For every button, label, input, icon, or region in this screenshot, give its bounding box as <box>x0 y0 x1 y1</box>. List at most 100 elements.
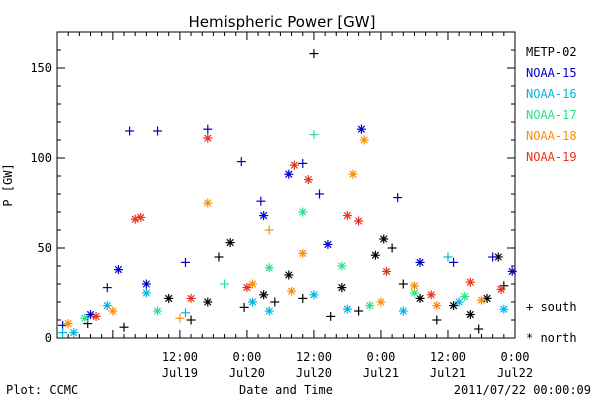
data-point-north <box>153 306 163 316</box>
data-point-south <box>474 324 484 334</box>
data-point-north <box>337 283 347 293</box>
x-tick-date-label: Jul21 <box>430 366 466 380</box>
data-point-north <box>225 238 235 248</box>
data-point-north <box>348 169 358 179</box>
legend-item: NOAA-17 <box>526 108 577 122</box>
data-point-north <box>426 290 436 300</box>
data-point-north <box>259 211 269 221</box>
y-tick-label: 100 <box>30 151 52 165</box>
data-point-south <box>220 279 230 289</box>
data-point-south <box>180 308 190 318</box>
data-point-south <box>326 311 336 321</box>
data-point-north <box>303 175 313 185</box>
legend-item: METP-02 <box>526 45 577 59</box>
data-point-north <box>496 284 506 294</box>
data-point-north <box>342 211 352 221</box>
y-tick-label: 50 <box>38 241 52 255</box>
data-point-north <box>113 265 123 275</box>
data-point-south <box>119 322 129 332</box>
data-point-north <box>242 283 252 293</box>
data-point-south <box>270 297 280 307</box>
legend: METP-02 NOAA-15 NOAA-16 NOAA-17 NOAA-18 NOAA-… <box>526 45 577 164</box>
data-point-south <box>309 49 319 59</box>
data-point-north <box>465 310 475 320</box>
data-point-north <box>247 279 257 289</box>
data-point-south <box>264 225 274 235</box>
data-point-south <box>175 313 185 323</box>
x-tick-label: 12:00 <box>162 350 198 364</box>
data-point-north <box>136 212 146 222</box>
x-tick-date-label: Jul19 <box>162 366 198 380</box>
data-point-south <box>298 293 308 303</box>
data-point-north <box>454 297 464 307</box>
data-point-north <box>203 133 213 143</box>
x-tick-label: 0:00 <box>366 350 395 364</box>
data-point-north <box>337 261 347 271</box>
data-point-north <box>298 248 308 258</box>
data-point-north <box>476 295 486 305</box>
x-tick-date-label: Jul20 <box>296 366 332 380</box>
data-point-south <box>398 279 408 289</box>
data-point-south <box>102 283 112 293</box>
x-tick-date-label: Jul20 <box>229 366 265 380</box>
data-point-north <box>264 306 274 316</box>
data-point-north <box>465 277 475 287</box>
data-point-south <box>488 252 498 262</box>
data-point-north <box>287 286 297 296</box>
data-point-south <box>256 196 266 206</box>
data-point-north <box>359 135 369 145</box>
x-tick-label: 12:00 <box>296 350 332 364</box>
data-point-north <box>342 304 352 314</box>
legend-item: NOAA-16 <box>526 87 577 101</box>
data-point-south <box>153 126 163 136</box>
x-axis-label: Date and Time <box>239 383 333 397</box>
data-point-north <box>415 293 425 303</box>
data-point-south <box>203 124 213 134</box>
data-point-north <box>289 160 299 170</box>
data-point-north <box>284 169 294 179</box>
data-point-south <box>449 257 459 267</box>
data-point-north <box>186 293 196 303</box>
data-point-north <box>264 263 274 273</box>
data-point-south <box>186 315 196 325</box>
data-point-north <box>409 288 419 298</box>
footer-timestamp: 2011/07/22 00:00:09 <box>454 383 591 397</box>
data-point-north <box>69 328 79 338</box>
data-point-north <box>141 279 151 289</box>
data-point-north <box>108 306 118 316</box>
legend-item: NOAA-15 <box>526 66 577 80</box>
data-point-north <box>102 301 112 311</box>
data-point-north <box>309 290 319 300</box>
data-point-south <box>354 306 364 316</box>
data-point-north <box>203 198 213 208</box>
footer-plot-credit: Plot: CCMC <box>6 383 78 397</box>
data-point-north <box>379 234 389 244</box>
data-point-south <box>180 257 190 267</box>
x-tick-label: 0:00 <box>232 350 261 364</box>
data-point-south <box>214 252 224 262</box>
data-point-north <box>409 281 419 291</box>
data-point-south <box>236 157 246 167</box>
data-point-north <box>432 301 442 311</box>
data-point-south <box>432 315 442 325</box>
axes: 0 50 100 150 12:00 Jul19 0:00 Jul20 12:00 Jul20 0:… <box>30 31 533 380</box>
legend-item: NOAA-18 <box>526 129 577 143</box>
data-point-south <box>443 252 453 262</box>
data-point-north <box>493 252 503 262</box>
data-point-north <box>164 293 174 303</box>
data-point-north <box>449 301 459 311</box>
x-tick-date-label: Jul22 <box>497 366 533 380</box>
data-point-north <box>499 304 509 314</box>
data-point-south <box>298 158 308 168</box>
data-point-north <box>398 306 408 316</box>
data-point-north <box>365 301 375 311</box>
data-point-north <box>376 297 386 307</box>
data-point-north <box>91 311 101 321</box>
data-point-south <box>58 328 68 338</box>
legend-south-marker: + south <box>526 300 577 314</box>
data-point-north <box>460 292 470 302</box>
data-point-north <box>141 288 151 298</box>
data-point-north <box>259 290 269 300</box>
data-point-south <box>315 189 325 199</box>
data-point-north <box>63 319 73 329</box>
